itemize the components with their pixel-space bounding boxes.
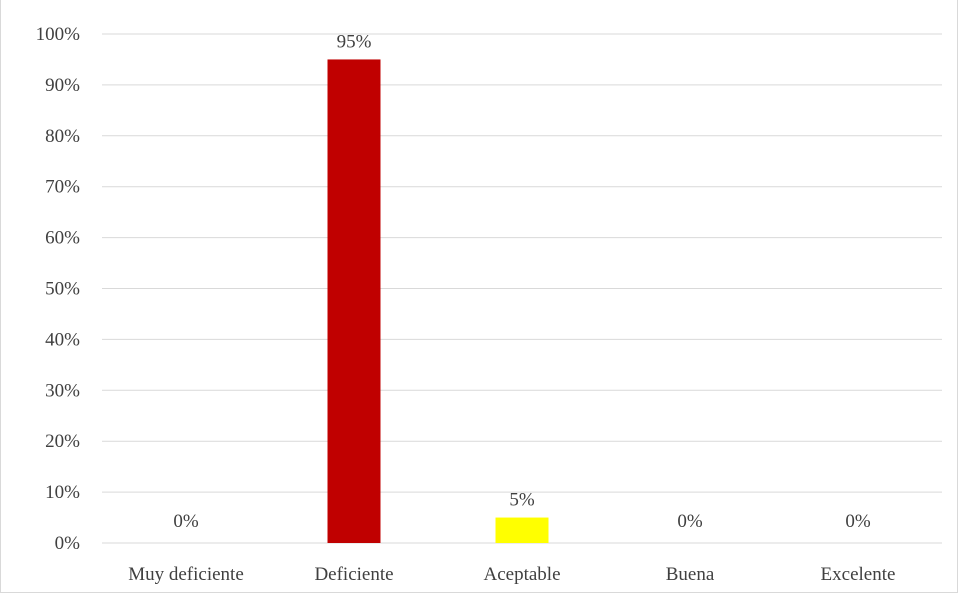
data-label: 0%: [845, 511, 871, 532]
x-tick-label: Aceptable: [483, 564, 560, 585]
data-label: 5%: [509, 490, 535, 511]
x-tick-label: Buena: [666, 564, 715, 585]
bar-aceptable: [495, 517, 549, 543]
y-tick-label: 60%: [45, 228, 80, 249]
x-axis-tick-labels: Muy deficiente Deficiente Aceptable Buena Ex…: [128, 564, 895, 585]
y-axis-tick-labels: 0% 10% 20% 30% 40% 50% 60% 70% 80% 90% 100%: [36, 24, 81, 554]
y-tick-label: 100%: [36, 24, 81, 45]
x-tick-label: Muy deficiente: [128, 564, 244, 585]
y-tick-label: 40%: [45, 329, 80, 350]
data-labels: 0% 95% 5% 0% 0%: [173, 31, 871, 532]
bars: [327, 59, 549, 543]
x-tick-label: Excelente: [821, 564, 896, 585]
gridlines: [102, 33, 942, 493]
x-tick-label: Deficiente: [314, 564, 393, 585]
y-tick-label: 30%: [45, 380, 80, 401]
data-label: 0%: [173, 511, 199, 532]
y-tick-label: 90%: [45, 75, 80, 96]
data-label: 95%: [337, 31, 372, 52]
y-tick-label: 50%: [45, 279, 80, 300]
y-tick-label: 80%: [45, 126, 80, 147]
y-tick-label: 0%: [55, 533, 81, 554]
y-tick-label: 70%: [45, 177, 80, 198]
bar-deficiente: [327, 59, 381, 543]
data-label: 0%: [677, 511, 703, 532]
y-tick-label: 10%: [45, 482, 80, 503]
y-tick-label: 20%: [45, 431, 80, 452]
